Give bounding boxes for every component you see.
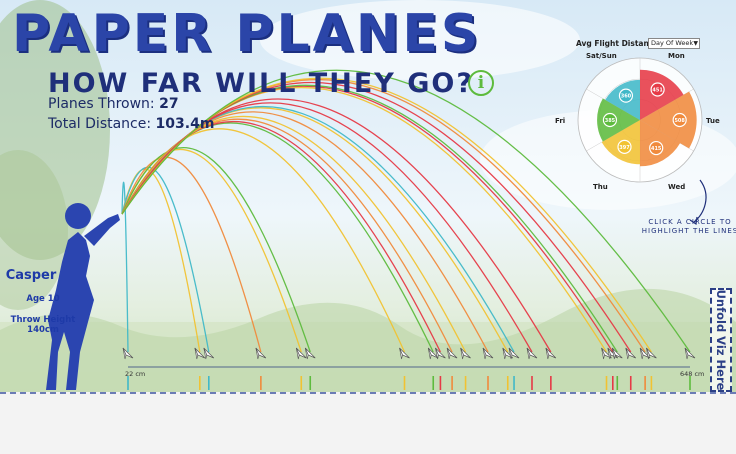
polar-label-mon: Mon [668, 52, 685, 60]
polar-wedge [597, 98, 640, 142]
paper-plane-icon [460, 347, 471, 360]
polar-label-satsun: Sat/Sun [586, 52, 617, 60]
polar-value-circle[interactable] [617, 139, 632, 154]
polar-value-label: 360 [621, 94, 632, 100]
polar-label-thu: Thu [593, 183, 608, 191]
paper-plane-icon [611, 347, 623, 360]
flight-arc[interactable] [121, 147, 311, 353]
paper-plane-icon [482, 347, 494, 360]
planes-thrown-label: Planes Thrown: [48, 96, 155, 112]
axis-max-label: 648 cm [680, 370, 705, 378]
viz-stage: 451 508 415 397 385 360 [0, 0, 736, 392]
polar-value-label: 508 [674, 118, 685, 124]
paper-plane-icon [255, 347, 267, 360]
unfold-viz-button[interactable]: Unfold Viz Here [710, 288, 732, 392]
thrower-name: Casper [5, 268, 57, 283]
paper-plane-icon [508, 347, 520, 360]
paper-plane-icon [194, 347, 206, 360]
flight-arcs-chart [121, 69, 696, 390]
paper-plane-icon [399, 347, 410, 360]
chevron-down-icon: ▼ [693, 40, 698, 47]
polar-value-circle[interactable] [649, 140, 664, 156]
planes-thrown-value: 27 [159, 96, 179, 112]
axis-min-label: 22 cm [125, 370, 146, 378]
total-distance-value: 103.4m [155, 116, 215, 132]
polar-chart-title: Avg Flight Distance [576, 39, 659, 48]
throw-height-value: 140cm [27, 325, 59, 335]
polar-value-label: 451 [652, 88, 663, 94]
flight-arc[interactable] [121, 69, 691, 353]
polar-value-circle[interactable] [672, 112, 687, 128]
page-subtitle: HOW FAR WILL THEY GO? [48, 68, 474, 99]
paper-plane-icon [684, 347, 696, 360]
info-icon[interactable]: i [468, 70, 494, 96]
flight-arc[interactable] [121, 181, 129, 353]
paper-plane-icon [203, 347, 215, 360]
thrower-age: Age 10 [26, 294, 60, 304]
page-title: PAPER PLANES [12, 4, 482, 64]
polar-value-circle[interactable] [650, 82, 665, 97]
polar-hint-text: CLICK A CIRCLE TO HIGHLIGHT THE LINES [641, 218, 736, 235]
unfold-viz-label: Unfold Viz Here [714, 289, 728, 391]
paper-plane-icon [435, 347, 446, 360]
total-distance-label: Total Distance: [48, 116, 152, 132]
polar-wedge [640, 91, 697, 149]
polar-value-label: 385 [605, 118, 616, 124]
paper-plane-icon [526, 347, 538, 360]
polar-label-wed: Wed [668, 183, 686, 191]
hint-arrow [693, 179, 707, 223]
planes-thrown-stat: Planes Thrown: 27 [48, 96, 179, 112]
polar-value-label: 397 [619, 145, 630, 151]
flight-arc[interactable] [121, 166, 210, 353]
paper-plane-icon [122, 347, 134, 360]
day-of-week-polar-chart: 451 508 415 397 385 360 [577, 57, 707, 226]
paper-plane-icon [446, 347, 458, 360]
polar-label-tue: Tue [706, 117, 720, 125]
polar-value-circle[interactable] [602, 112, 618, 128]
hint-arrow-head [689, 216, 698, 226]
throw-height-label: Throw Height [10, 315, 76, 325]
polar-label-fri: Fri [555, 117, 566, 125]
paper-plane-icon [646, 347, 657, 360]
paper-plane-icon [304, 347, 316, 360]
polar-value-label: 415 [651, 146, 662, 152]
polar-value-circle[interactable] [618, 88, 634, 103]
paper-plane-icon [427, 347, 439, 360]
paper-plane-icon [625, 347, 636, 360]
measure-dropdown-value: Day Of Week [651, 39, 694, 47]
flight-arc[interactable] [121, 156, 262, 353]
total-distance-stat: Total Distance: 103.4m [48, 116, 214, 132]
measure-dropdown[interactable]: Day Of Week ▼ [648, 38, 700, 49]
paper-plane-icon [545, 347, 557, 360]
baseline-divider [0, 392, 736, 394]
paper-plane-icon [295, 347, 307, 360]
